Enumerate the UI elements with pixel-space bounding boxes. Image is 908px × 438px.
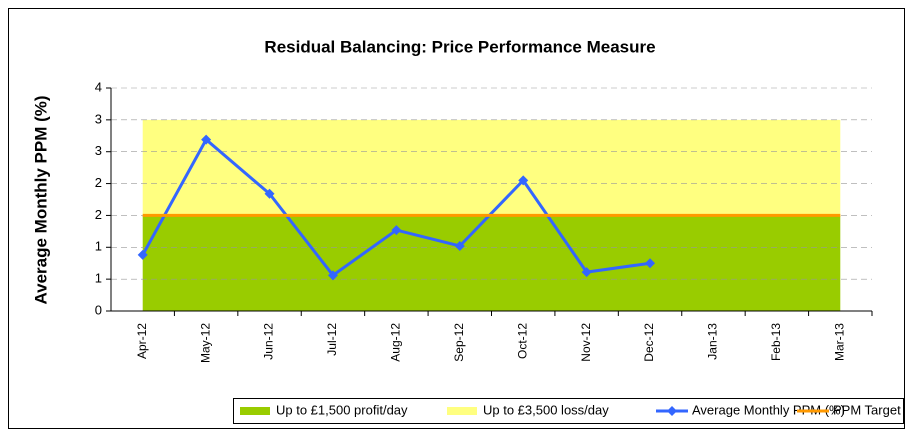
marker [518, 175, 529, 186]
x-tick-label: Jan-13 [706, 323, 720, 360]
y-axis-title: Average Monthly PPM (%) [31, 95, 50, 304]
x-tick-label: May-12 [198, 323, 212, 363]
area [142, 119, 841, 216]
x-tick-label: Jun-12 [262, 323, 276, 360]
x-tick-label: Jul-12 [325, 323, 339, 356]
y-tick-label: 4 [95, 79, 102, 94]
x-tick-label: Dec-12 [642, 323, 656, 362]
x-tick-label: Sep-12 [452, 323, 466, 362]
marker [327, 270, 338, 281]
marker [581, 267, 592, 278]
legend-box [233, 398, 904, 424]
x-tick-label: Nov-12 [579, 323, 593, 362]
x-tick-label: Mar-13 [832, 323, 846, 361]
y-tick-label: 2 [95, 207, 102, 222]
legend-label: Average Monthly PPM (%) [692, 402, 845, 417]
marker [137, 249, 148, 260]
y-tick-label: 3 [95, 111, 102, 126]
legend-swatch [447, 407, 477, 415]
legend-swatch [240, 407, 270, 415]
marker [264, 188, 275, 199]
x-tick-label: Aug-12 [389, 323, 403, 362]
marker [201, 134, 212, 145]
legend-label: PPM Target [833, 402, 901, 417]
marker [454, 241, 465, 252]
y-tick-label: 3 [95, 143, 102, 158]
legend-label: Up to £1,500 profit/day [276, 402, 408, 417]
legend-label: Up to £3,500 loss/day [483, 402, 609, 417]
y-tick-label: 0 [95, 302, 102, 317]
chart-title: Residual Balancing: Price Performance Me… [264, 37, 655, 56]
y-tick-label: 1 [95, 271, 102, 286]
area [142, 215, 841, 311]
marker [391, 225, 402, 236]
x-tick-label: Oct-12 [515, 323, 529, 359]
x-tick-label: Feb-13 [769, 323, 783, 361]
legend-marker [667, 406, 677, 416]
y-tick-label: 2 [95, 175, 102, 190]
x-tick-label: Apr-12 [135, 323, 149, 359]
marker [645, 258, 656, 269]
y-tick-label: 1 [95, 239, 102, 254]
